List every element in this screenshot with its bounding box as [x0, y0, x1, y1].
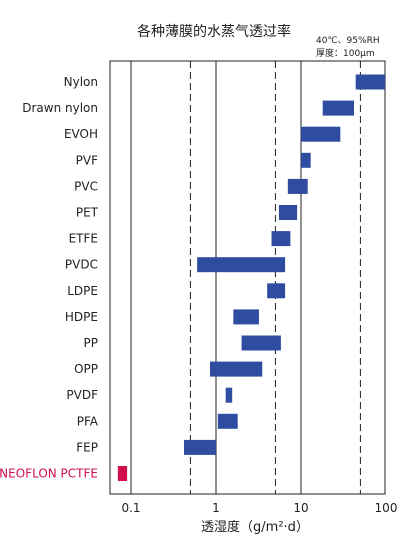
- bar-2: [301, 126, 341, 142]
- bar-15: [117, 466, 128, 481]
- x-tick-0: 0.1: [121, 501, 140, 515]
- plot-frame: [109, 60, 386, 495]
- category-label-4: PVC: [74, 179, 98, 193]
- category-label-8: LDPE: [67, 284, 98, 298]
- x-tick-2: 10: [293, 501, 308, 515]
- category-labels: Nylon Drawn nylon EVOH PVF PVC PET ETFE PVDC LDP…: [0, 75, 99, 481]
- category-label-3: PVF: [76, 153, 98, 167]
- category-label-12: PVDF: [66, 388, 98, 402]
- category-label-1: Drawn nylon: [22, 101, 98, 115]
- bar-11: [210, 361, 263, 377]
- bar-6: [271, 231, 291, 247]
- category-label-10: PP: [84, 336, 98, 350]
- category-label-9: HDPE: [65, 310, 98, 324]
- bar-4: [287, 178, 308, 194]
- bar-1: [322, 100, 354, 116]
- condition-humidity: 40℃、95%RH: [316, 36, 380, 46]
- bar-12: [225, 387, 233, 403]
- bar-13: [217, 413, 238, 429]
- bar-14: [183, 439, 216, 455]
- category-label-7: PVDC: [65, 258, 98, 272]
- category-label-5: PET: [76, 206, 99, 220]
- grid-lines: [130, 61, 361, 494]
- category-label-14: FEP: [76, 440, 98, 454]
- bar-9: [233, 309, 259, 325]
- x-tick-1: 1: [212, 501, 220, 515]
- category-label-13: PFA: [77, 414, 99, 428]
- bars: [117, 74, 385, 481]
- bar-8: [267, 283, 286, 299]
- category-label-0: Nylon: [64, 75, 98, 89]
- x-axis-label: 透湿度（g/m²·d）: [201, 519, 309, 535]
- x-tick-3: 100: [375, 501, 398, 515]
- bar-5: [278, 205, 298, 220]
- category-label-11: OPP: [74, 362, 98, 376]
- bar-7: [197, 257, 286, 273]
- chart-title: 各种薄膜的水蒸气透过率: [137, 23, 291, 40]
- condition-thickness: 厚度：100μm: [316, 47, 375, 59]
- bar-10: [241, 335, 281, 351]
- bar-0: [355, 74, 385, 90]
- category-label-15: NEOFLON PCTFE: [0, 467, 98, 481]
- bar-3: [301, 152, 311, 168]
- category-label-6: ETFE: [69, 232, 98, 246]
- x-tick-labels: 0.1 1 10 100: [121, 501, 397, 515]
- category-label-2: EVOH: [64, 127, 98, 141]
